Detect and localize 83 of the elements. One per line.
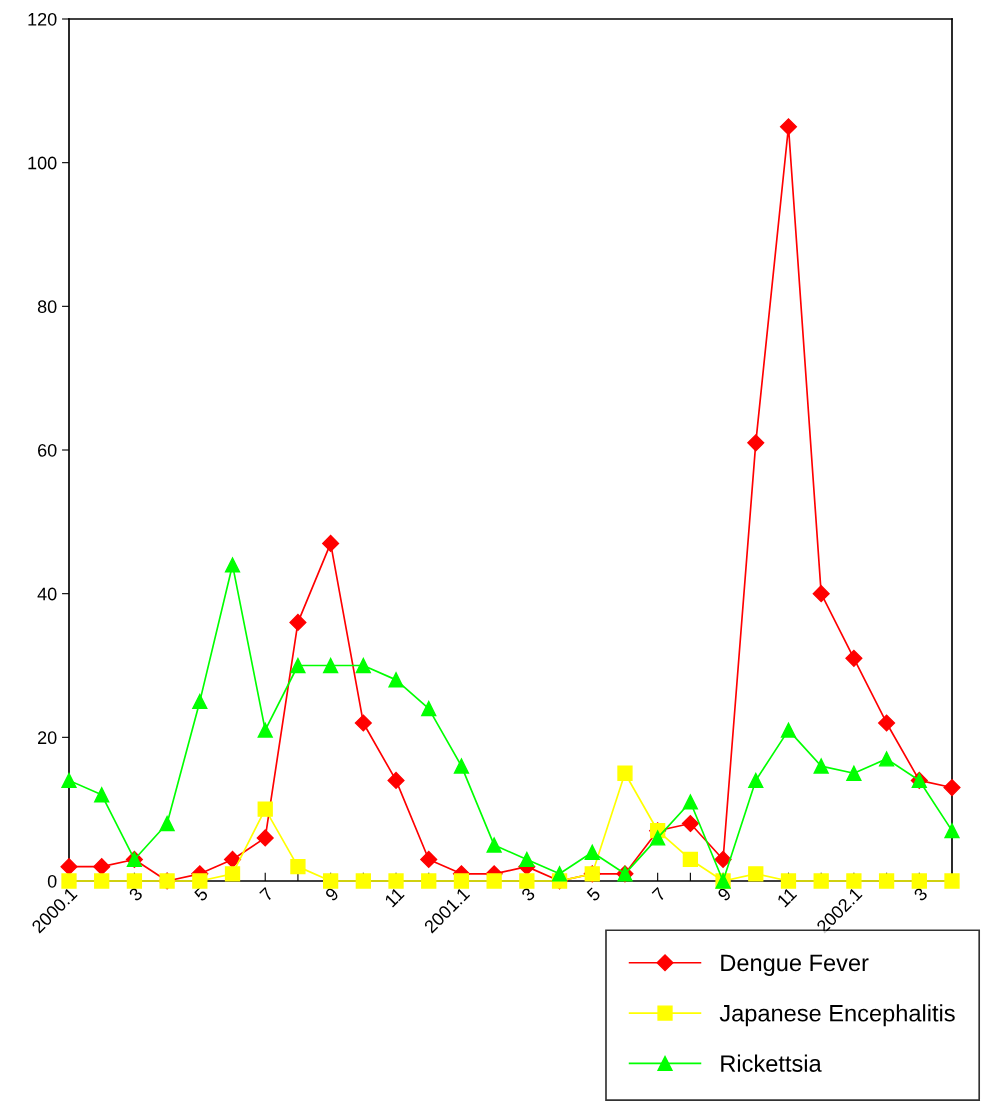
x-tick-label: 3 (520, 886, 536, 902)
point (779, 118, 798, 136)
point (355, 873, 371, 889)
point (420, 850, 438, 869)
legend-label: Dengue Fever (721, 954, 869, 976)
point (486, 837, 502, 853)
point (780, 873, 797, 889)
point (780, 722, 797, 738)
point (681, 814, 699, 833)
point (813, 873, 829, 889)
point (911, 873, 927, 889)
point (845, 649, 863, 667)
point (322, 657, 339, 674)
point (846, 765, 862, 781)
point (421, 873, 437, 889)
point (322, 534, 340, 552)
point (256, 829, 274, 847)
point (878, 714, 896, 732)
point (584, 844, 600, 860)
point (192, 693, 208, 710)
point (682, 851, 699, 868)
y-tick-label: 100 (28, 156, 57, 170)
point (813, 758, 829, 774)
x-tick-label: 11 (776, 886, 798, 908)
point (224, 557, 241, 573)
x-tick-label: 3 (128, 886, 144, 902)
point (812, 585, 830, 603)
y-tick-label: 120 (28, 12, 57, 26)
point (388, 672, 404, 688)
point (943, 779, 961, 797)
point (94, 787, 110, 803)
point (290, 657, 306, 674)
point (714, 850, 732, 869)
point (60, 858, 78, 876)
y-tick-label: 60 (38, 443, 57, 457)
point (519, 873, 535, 889)
point (387, 771, 405, 789)
x-tick-label: 3 (913, 886, 929, 902)
y-tick-label: 80 (37, 300, 57, 314)
x-tick-label: 5 (193, 886, 209, 902)
y-tick-label: 0 (47, 874, 57, 888)
point (747, 434, 765, 452)
point (682, 794, 699, 810)
point (551, 866, 568, 882)
x-tick-label: 11 (384, 886, 405, 908)
point (224, 866, 241, 882)
x-tick-label: 9 (324, 886, 340, 902)
point (126, 873, 143, 889)
point (93, 858, 111, 876)
point (486, 873, 502, 889)
point (748, 866, 764, 882)
point (159, 815, 175, 832)
point (354, 714, 372, 732)
point (388, 873, 404, 889)
point (650, 830, 666, 846)
point (289, 613, 307, 631)
point (878, 873, 895, 889)
legend-label: Japanese Encephalitis (719, 1004, 955, 1027)
x-tick-label: 9 (716, 886, 732, 902)
point (617, 765, 633, 781)
point (421, 700, 437, 717)
point (519, 851, 535, 868)
x-tick-label: 5 (586, 886, 602, 902)
point (453, 873, 470, 889)
point (748, 772, 764, 789)
point (322, 873, 339, 889)
point (453, 758, 470, 774)
x-tick-label: 7 (259, 886, 274, 902)
y-tick-label: 40 (37, 587, 57, 601)
point (94, 873, 110, 889)
x-tick-label: 7 (651, 886, 667, 902)
point (257, 801, 273, 817)
y-tick-label: 20 (38, 731, 57, 745)
point (846, 873, 862, 889)
point (61, 873, 77, 889)
legend-label: Rickettsia (721, 1054, 822, 1072)
point (257, 722, 273, 738)
point (290, 858, 306, 875)
point (61, 772, 77, 789)
point (355, 657, 371, 674)
point (878, 751, 895, 767)
point (944, 823, 960, 839)
point (192, 873, 208, 889)
